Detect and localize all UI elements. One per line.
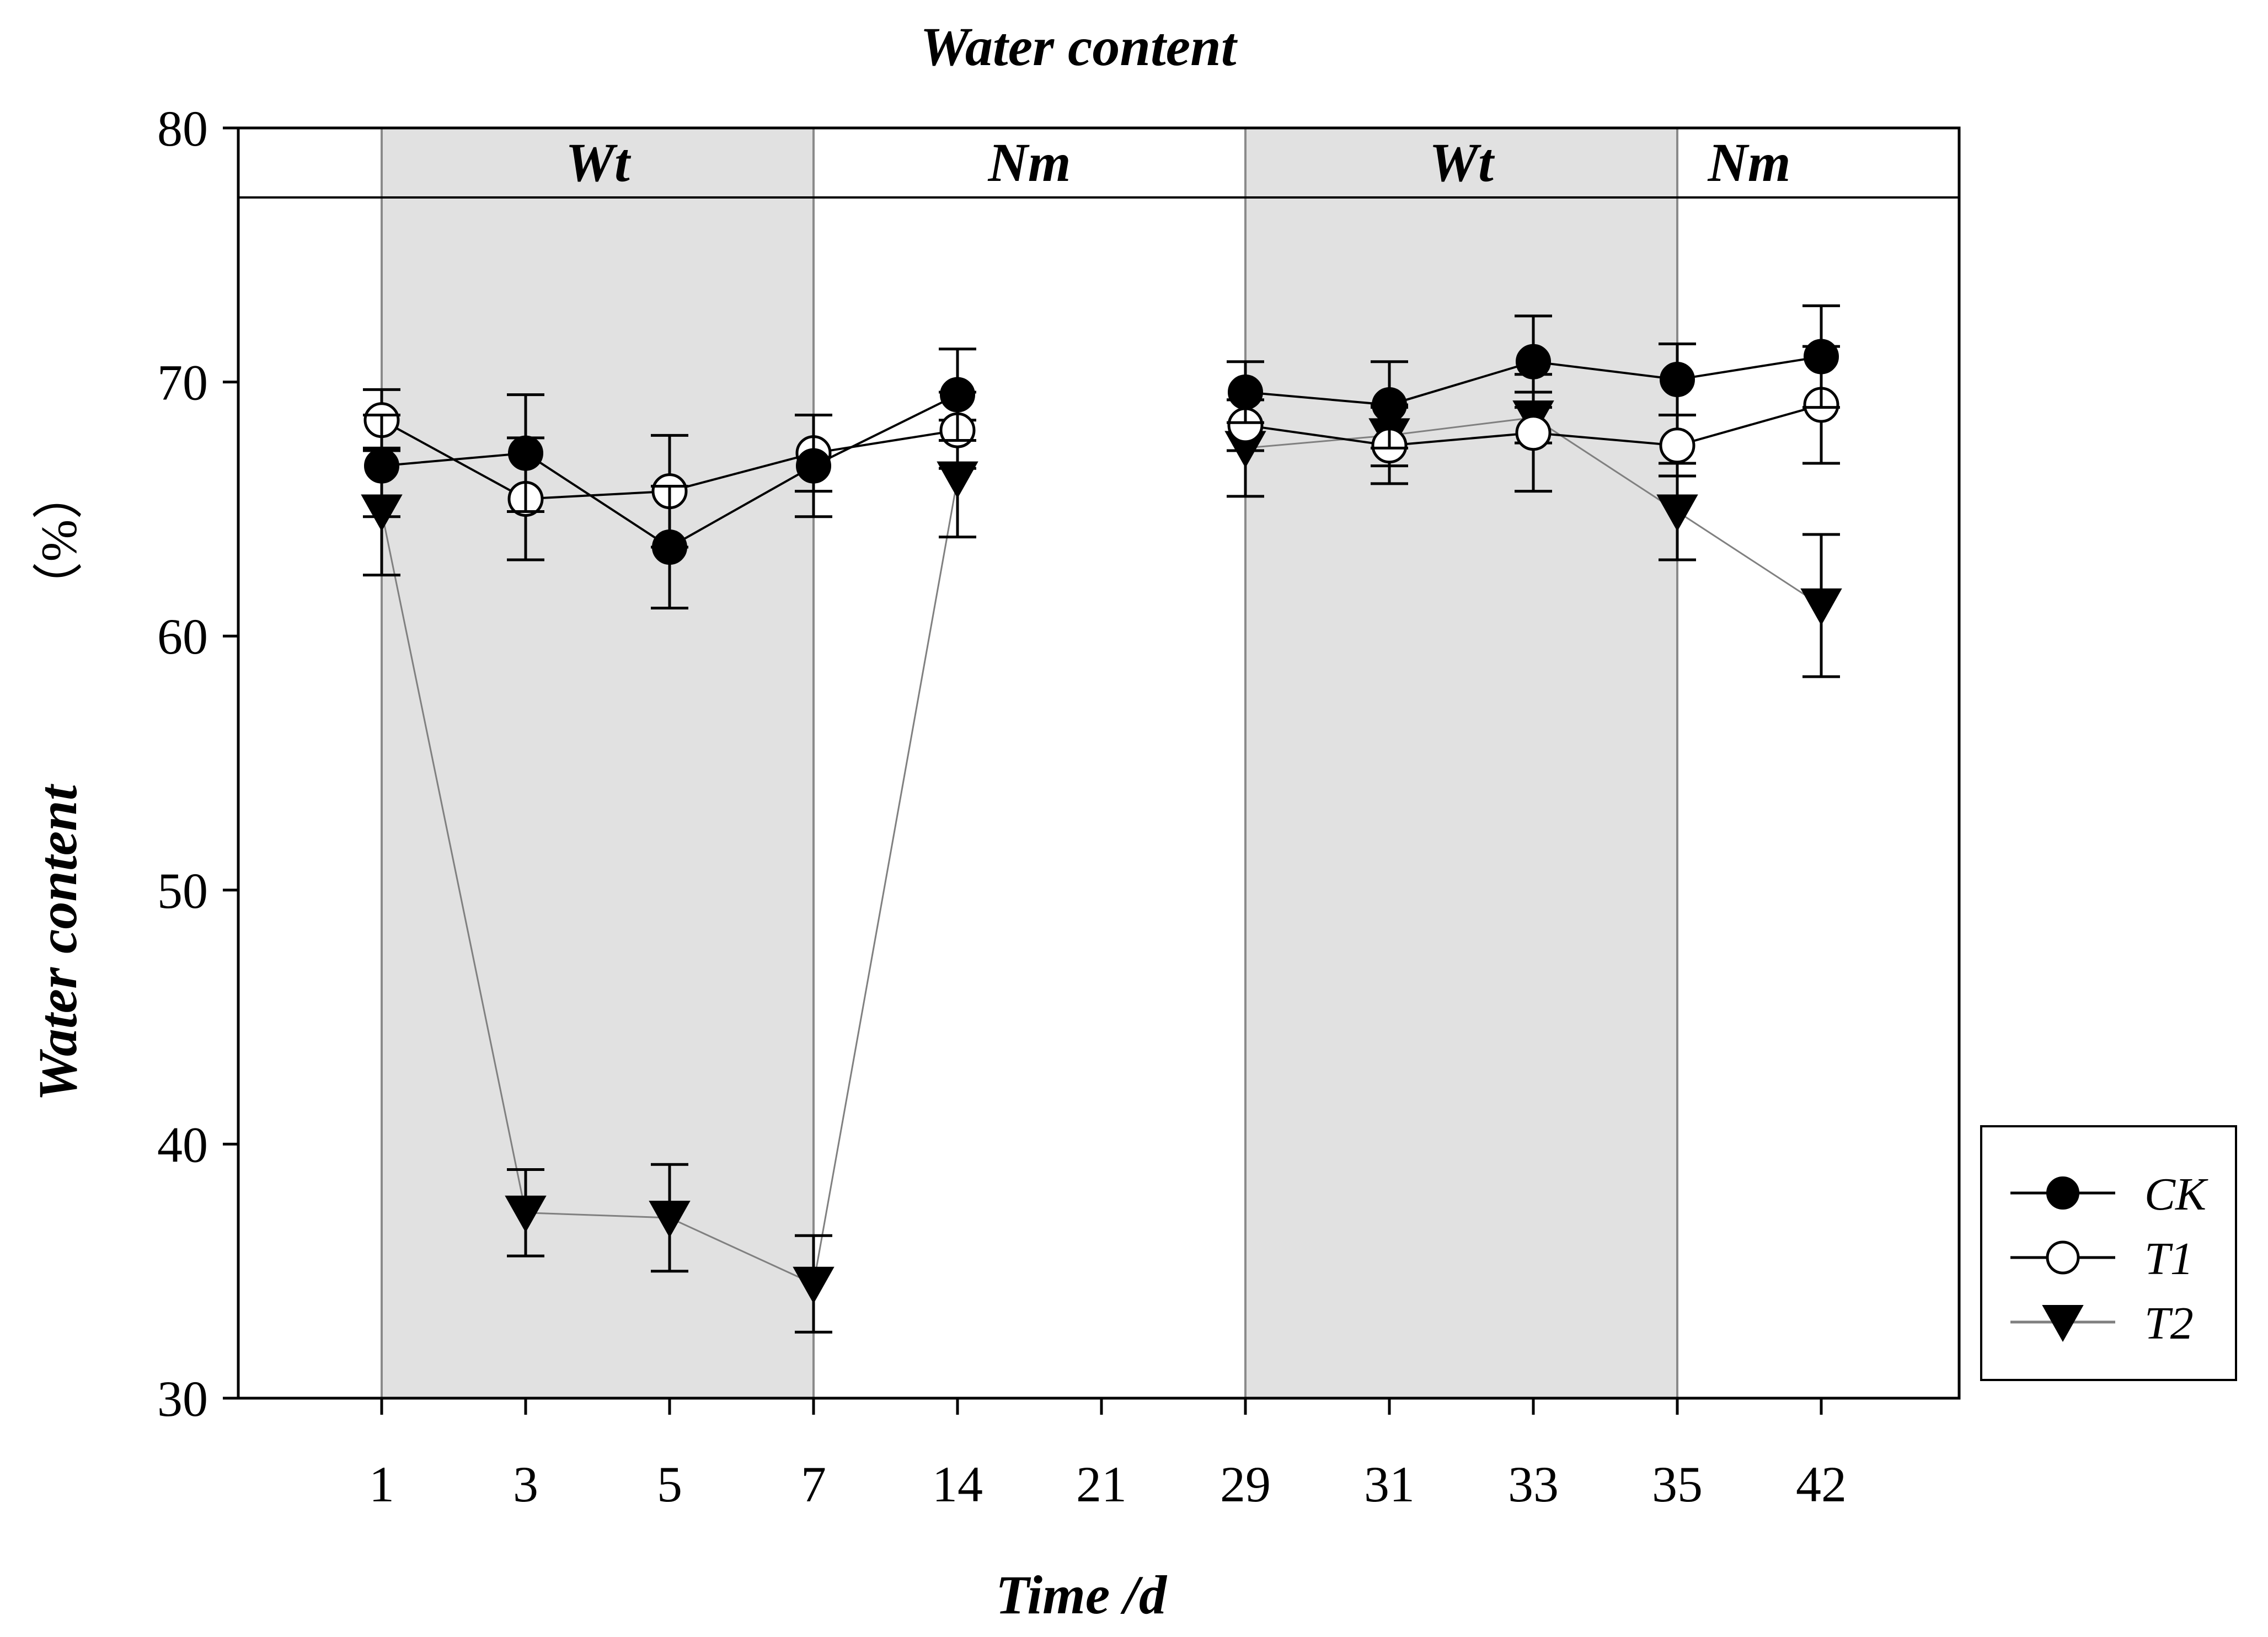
x-tick-label: 7 [801,1456,826,1512]
x-tick-label: 35 [1652,1456,1703,1512]
y-axis-title: Water content （%） [27,469,88,1101]
legend-marker-t2 [2042,1305,2084,1342]
x-tick-label: 3 [513,1456,538,1512]
y-tick-label: 40 [157,1116,208,1173]
phase-shade-3 [1245,128,1677,1398]
legend-label-t1: T1 [2144,1233,2194,1285]
phase-label-2: Nm [988,132,1071,193]
legend-layer: CK T1 T2 [1980,1125,2237,1381]
legend-label-ck: CK [2144,1169,2208,1220]
x-axis-title: Time /d [996,1564,1168,1625]
t1-point [1515,415,1552,451]
ck-point [1660,361,1695,397]
x-tick-label: 33 [1508,1456,1559,1512]
x-tick-label: 31 [1364,1456,1415,1512]
legend-marker-ck [2046,1176,2079,1210]
phase-label-4: Nm [1708,132,1791,193]
legend-box [1980,1125,2237,1381]
x-tick-label: 14 [932,1456,983,1512]
t2-point [1800,588,1842,625]
ck-point [1228,375,1263,410]
y-tick-label: 60 [157,608,208,665]
x-tick-label: 5 [657,1456,682,1512]
x-tick-label: 42 [1796,1456,1847,1512]
t2-point [793,1266,835,1304]
phase-label-3: Wt [1429,132,1495,193]
y-tick-label: 30 [157,1371,208,1427]
phase-shade-1 [382,128,814,1398]
t1-point [1659,427,1695,464]
x-tick-label: 21 [1076,1456,1127,1512]
phase-label-1: Wt [565,132,632,193]
text-layer: Water content Time /d Water content （%） [27,16,1238,1625]
plot-frame [237,126,1961,1400]
ck-point [508,435,543,471]
y-axis-title-unit: （%） [31,469,87,613]
phase-shading-layer [382,128,1677,1398]
y-axis-title-main: Water content [27,783,88,1101]
ck-point [364,448,399,484]
x-tick-label: 1 [369,1456,394,1512]
plot-frame-layer: Wt Nm Wt Nm [237,126,1961,1400]
chart-title: Water content [920,16,1238,77]
ck-point [652,529,687,565]
ck-point [940,377,975,413]
x-tick-label: 29 [1220,1456,1271,1512]
y-tick-label: 80 [157,100,208,157]
t2-point [1656,494,1698,532]
ck-point [1804,339,1839,375]
series-layer [361,304,1842,1334]
ck-point [1516,344,1551,379]
y-tick-label: 50 [157,863,208,919]
t2-point [649,1200,691,1238]
y-tick-label: 70 [157,355,208,411]
legend-label-t2: T2 [2144,1298,2194,1349]
ck-point [796,448,831,484]
legend-marker-t1 [2046,1240,2080,1275]
ck-point [1372,387,1407,423]
series-ck [363,304,1840,610]
t2-point [505,1195,547,1233]
